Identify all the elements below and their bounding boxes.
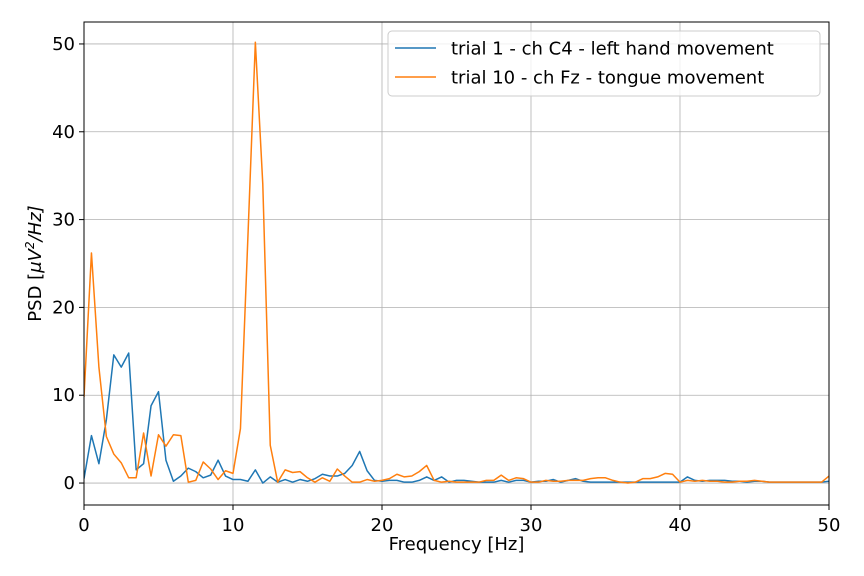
y-tick-label: 30 [52,210,75,231]
y-tick-label: 20 [52,297,75,318]
legend-label-series-2: trial 10 - ch Fz - tongue movement [451,68,764,89]
series-line-2 [84,41,829,484]
axis-ticks: 0 10 20 30 40 50 0 10 20 30 40 50 [52,34,840,536]
y-tick-label: 0 [64,473,75,494]
y-tick-label: 50 [52,34,75,55]
y-axis-label: PSD [μV2/Hz] [23,205,46,321]
y-tick-label: 10 [52,385,75,406]
legend: trial 1 - ch C4 - left hand movement tri… [387,30,821,97]
series-lines [84,41,829,484]
x-tick-label: 30 [520,515,543,536]
x-tick-label: 40 [669,515,692,536]
x-tick-label: 20 [371,515,394,536]
x-axis-label: Frequency [Hz] [389,534,525,555]
x-tick-label: 50 [818,515,841,536]
legend-label-series-1: trial 1 - ch C4 - left hand movement [451,39,774,60]
y-tick-label: 40 [52,122,75,143]
legend-box [387,30,821,97]
series-line-1 [84,352,829,484]
plot-frame [83,21,830,506]
x-tick-label: 10 [222,515,245,536]
x-tick-label: 0 [78,515,89,536]
